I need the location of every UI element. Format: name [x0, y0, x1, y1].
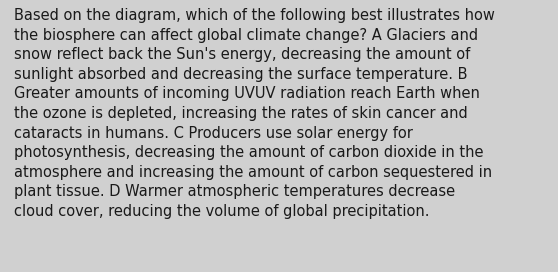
Text: Based on the diagram, which of the following best illustrates how
the biosphere : Based on the diagram, which of the follo… [14, 8, 495, 219]
